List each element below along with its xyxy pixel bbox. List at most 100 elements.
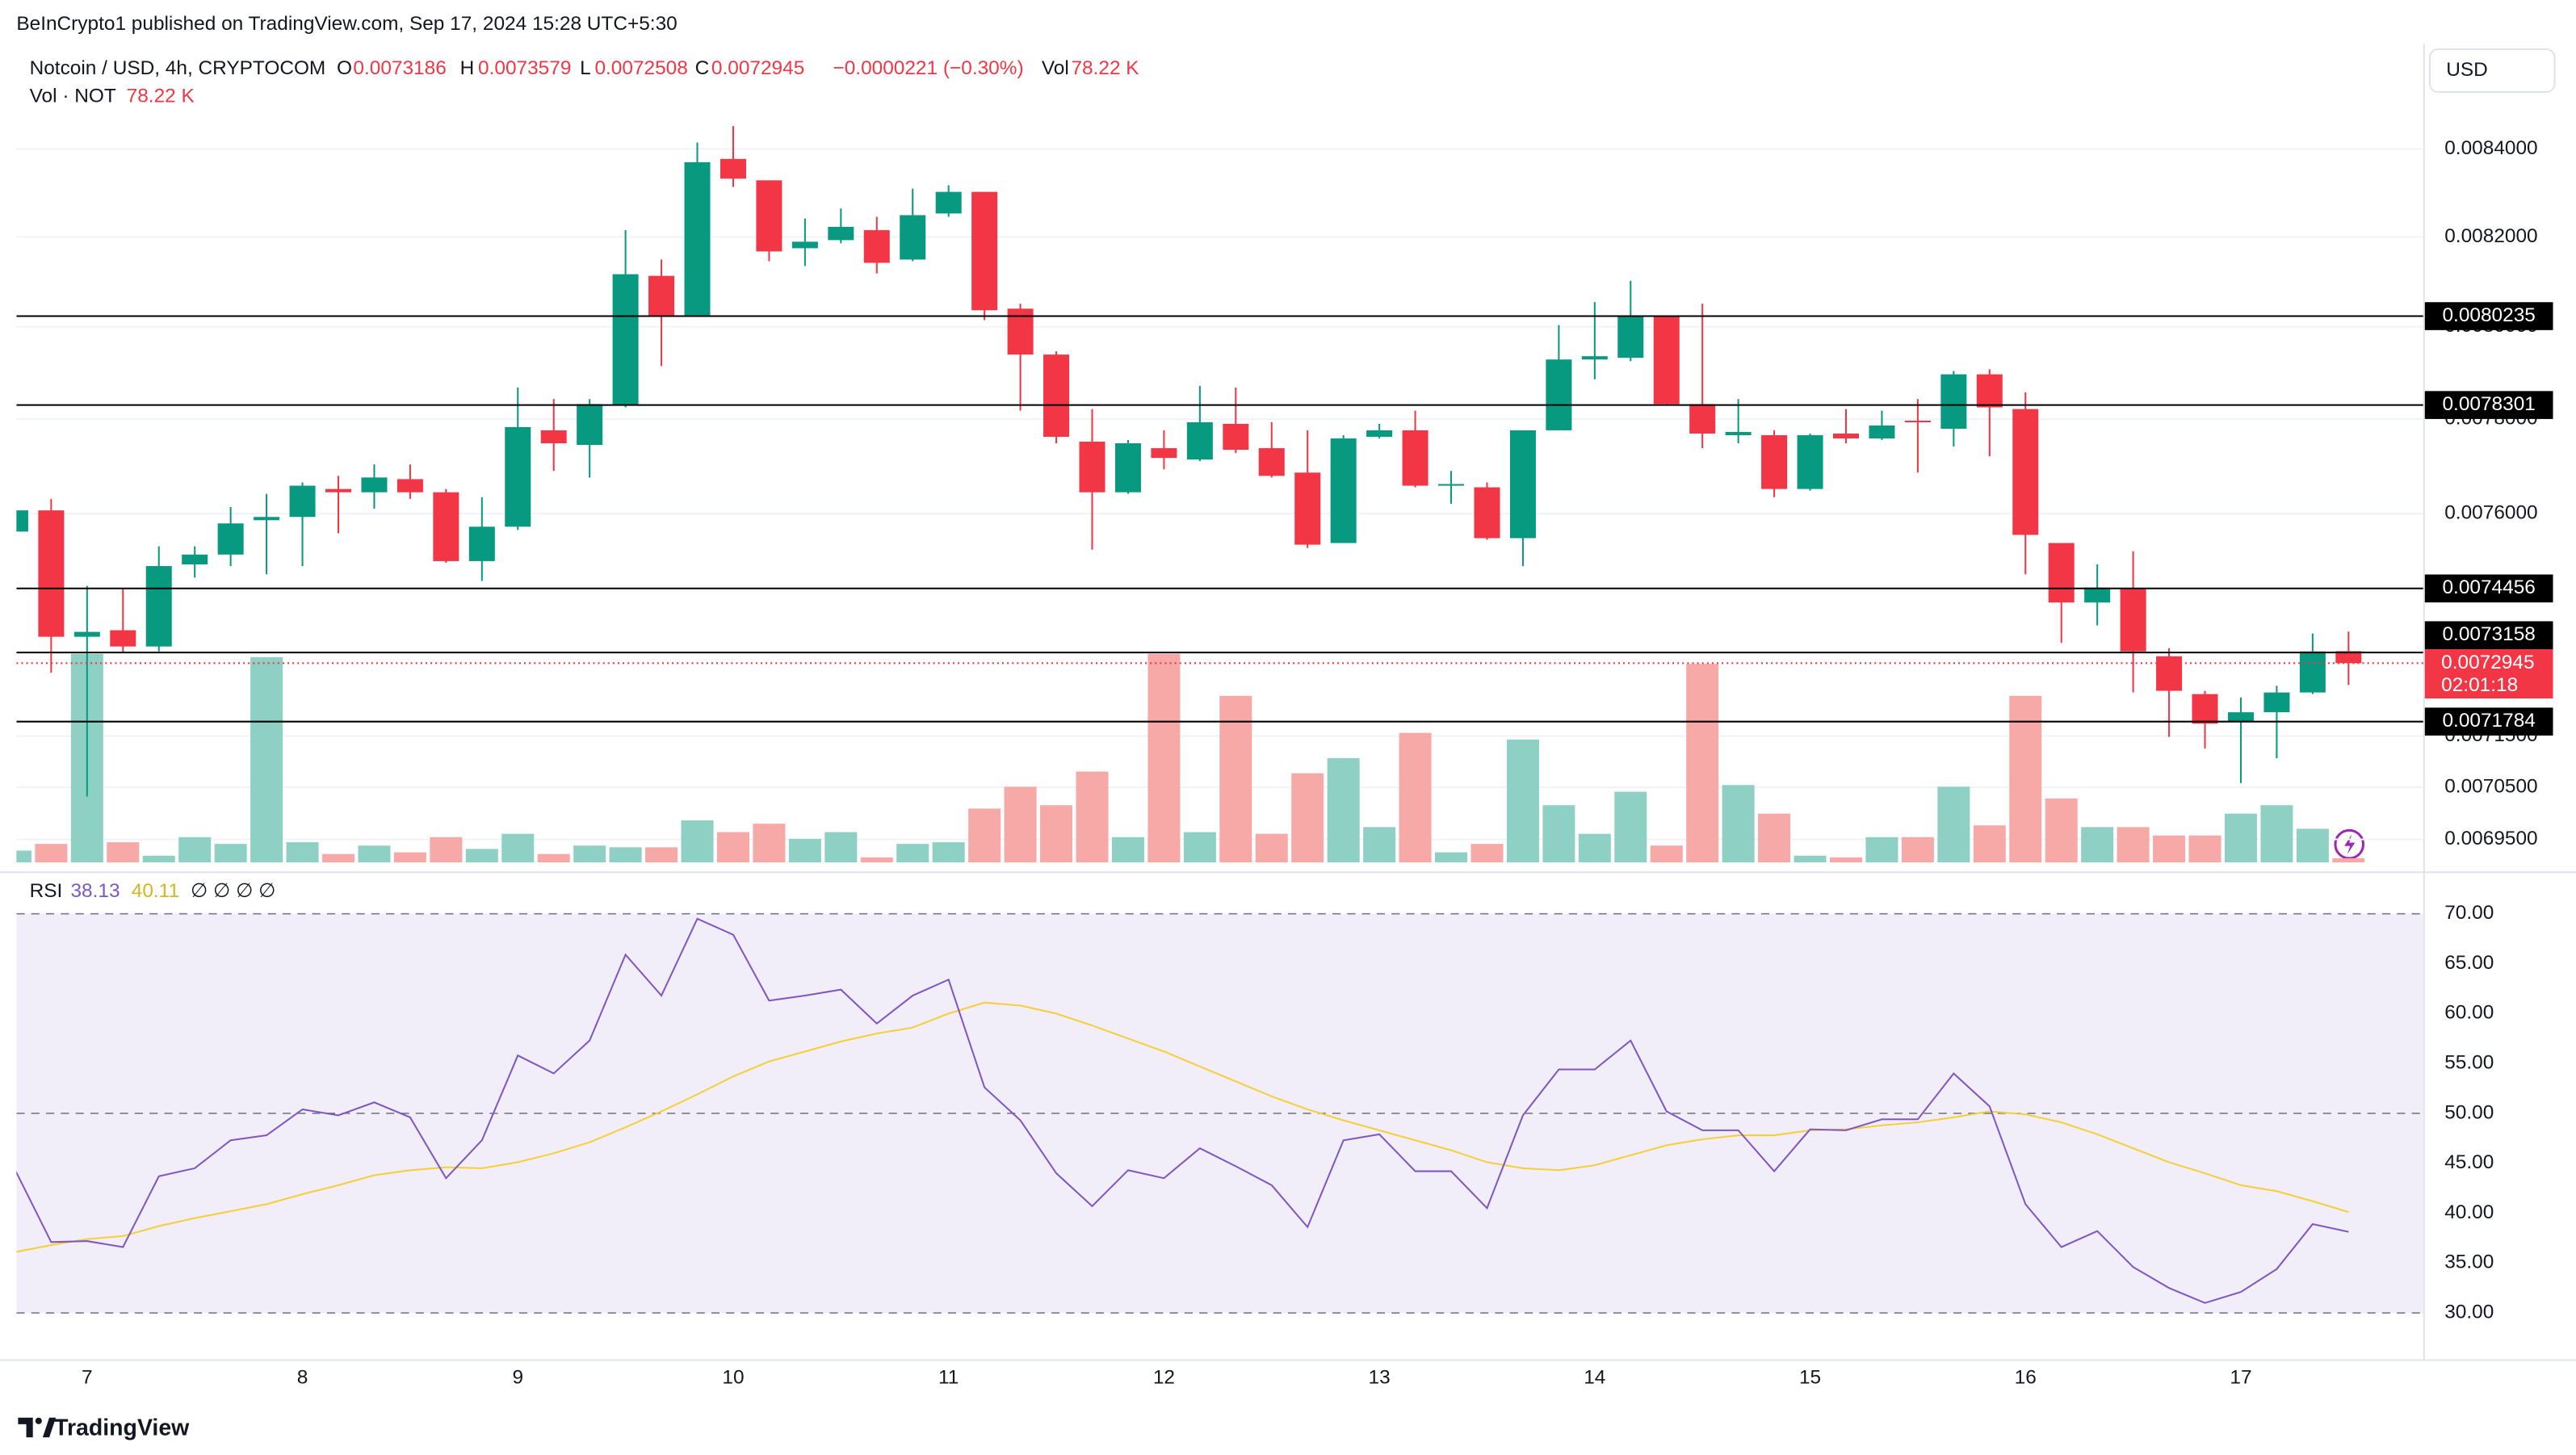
rsi-tick-label: 50.00 [2444,1101,2494,1123]
candle-body [2084,587,2111,603]
current-price-label: 0.0072945 [2441,652,2534,673]
publisher-line: BeInCrypto1 published on TradingView.com… [16,13,677,35]
candle-body [1689,404,1716,434]
level-label-box [2424,574,2553,603]
rsi-tick-label: 65.00 [2444,952,2494,974]
x-tick-label: 10 [722,1366,744,1388]
candle-body [361,477,388,493]
candle-body [16,510,28,532]
candle-body [1617,317,1644,359]
candle-body [1258,448,1285,476]
vol-value: 78.22 K [1071,57,1139,79]
candle-body [1151,448,1177,459]
volume-bar [1578,833,1611,863]
ohlc-value: 0.0073579 [478,57,571,79]
volume-bar [214,844,247,863]
x-tick-label: 7 [82,1366,93,1388]
volume-bar [430,837,463,863]
volume-bar [537,853,570,863]
candle-body [505,426,531,527]
currency-label[interactable]: USD [2446,59,2488,81]
candle-body [1940,374,1967,429]
volume-bar [1076,771,1109,863]
candle-body [1725,431,1752,435]
volume-bar [501,833,535,863]
alert-bolt[interactable] [2344,834,2356,854]
logo-dot [35,1417,42,1424]
rsi-tick-label: 35.00 [2444,1252,2494,1273]
brand-logo [18,1417,57,1438]
candle-body [1797,434,1823,489]
volume-bar [1614,791,1647,863]
volume-bar [2081,827,2114,863]
volume-bar [2009,695,2042,863]
candle-body [1761,434,1788,489]
y-tick-label: 0.0076000 [2444,502,2537,524]
volume-bar [393,852,426,863]
candle-body [2156,656,2183,691]
volume-bar [1794,855,1827,863]
volume-bar [860,857,893,863]
volume-bar [1147,653,1181,863]
candle-body [289,485,316,518]
level-label-box [2424,302,2553,330]
x-tick-label: 12 [1153,1366,1175,1388]
rsi-tick-label: 55.00 [2444,1052,2494,1074]
current-price-box [2424,649,2553,699]
rsi-label: RSI [30,880,63,902]
candle-body [900,215,926,260]
level-label-box [2424,391,2553,419]
volume-bar [2260,805,2293,863]
ohlc-value: 0.0072508 [594,57,687,79]
volume-bar [2153,835,2186,863]
volume-bar [35,844,68,863]
currency-button[interactable] [2428,48,2556,93]
volume-bar [1686,664,1719,863]
volume-bar [1722,785,1755,863]
candle-body [1653,317,1680,405]
volume-bar [107,842,140,863]
alert-icon[interactable] [2334,828,2365,860]
candle-body [468,526,495,561]
rsi-tick-label: 70.00 [2444,902,2494,924]
volume-bar [1004,786,1037,863]
volume-bar [1650,845,1683,863]
volume-bar [788,838,821,863]
x-tick-label: 9 [512,1366,523,1388]
rsi-pane [16,912,2423,1314]
candle-body [217,523,244,555]
candle-body [1366,430,1393,437]
volume-bar [142,855,175,863]
volume-bar [1183,832,1216,863]
volume-bar [1973,825,2006,863]
vol-value: 78.22 K [127,85,195,107]
candle-body [1114,443,1141,493]
volume-bar [1255,833,1288,863]
candle-body [1402,430,1429,486]
rsi-extras: ∅ ∅ ∅ ∅ [191,880,275,902]
logo-shape [18,1417,33,1438]
ohlc-letter: C [695,57,710,79]
axes: 0.00840000.00820000.00800000.00780000.00… [82,137,2553,1388]
logo-shape [42,1417,57,1438]
candle-body [182,554,208,565]
candle-body [577,404,603,446]
candle-body [145,566,172,647]
volume-bar [932,842,965,863]
x-tick-label: 13 [1369,1366,1391,1388]
volume-bar [1542,805,1575,863]
candle-body [1079,442,1105,493]
candle-body [1294,472,1321,545]
candle-body [38,510,65,637]
candle-body [1186,421,1213,460]
volume-bar [681,820,714,863]
x-tick-label: 15 [1799,1366,1821,1388]
brand-name: TradingView [54,1415,190,1440]
rsi-ma-line [16,1001,2349,1253]
candle-body [254,517,280,521]
level-label-box [2424,707,2553,736]
candle-body [612,274,639,406]
rsi-tick-label: 60.00 [2444,1002,2494,1024]
ohlc-value: 0.0072945 [711,57,804,79]
